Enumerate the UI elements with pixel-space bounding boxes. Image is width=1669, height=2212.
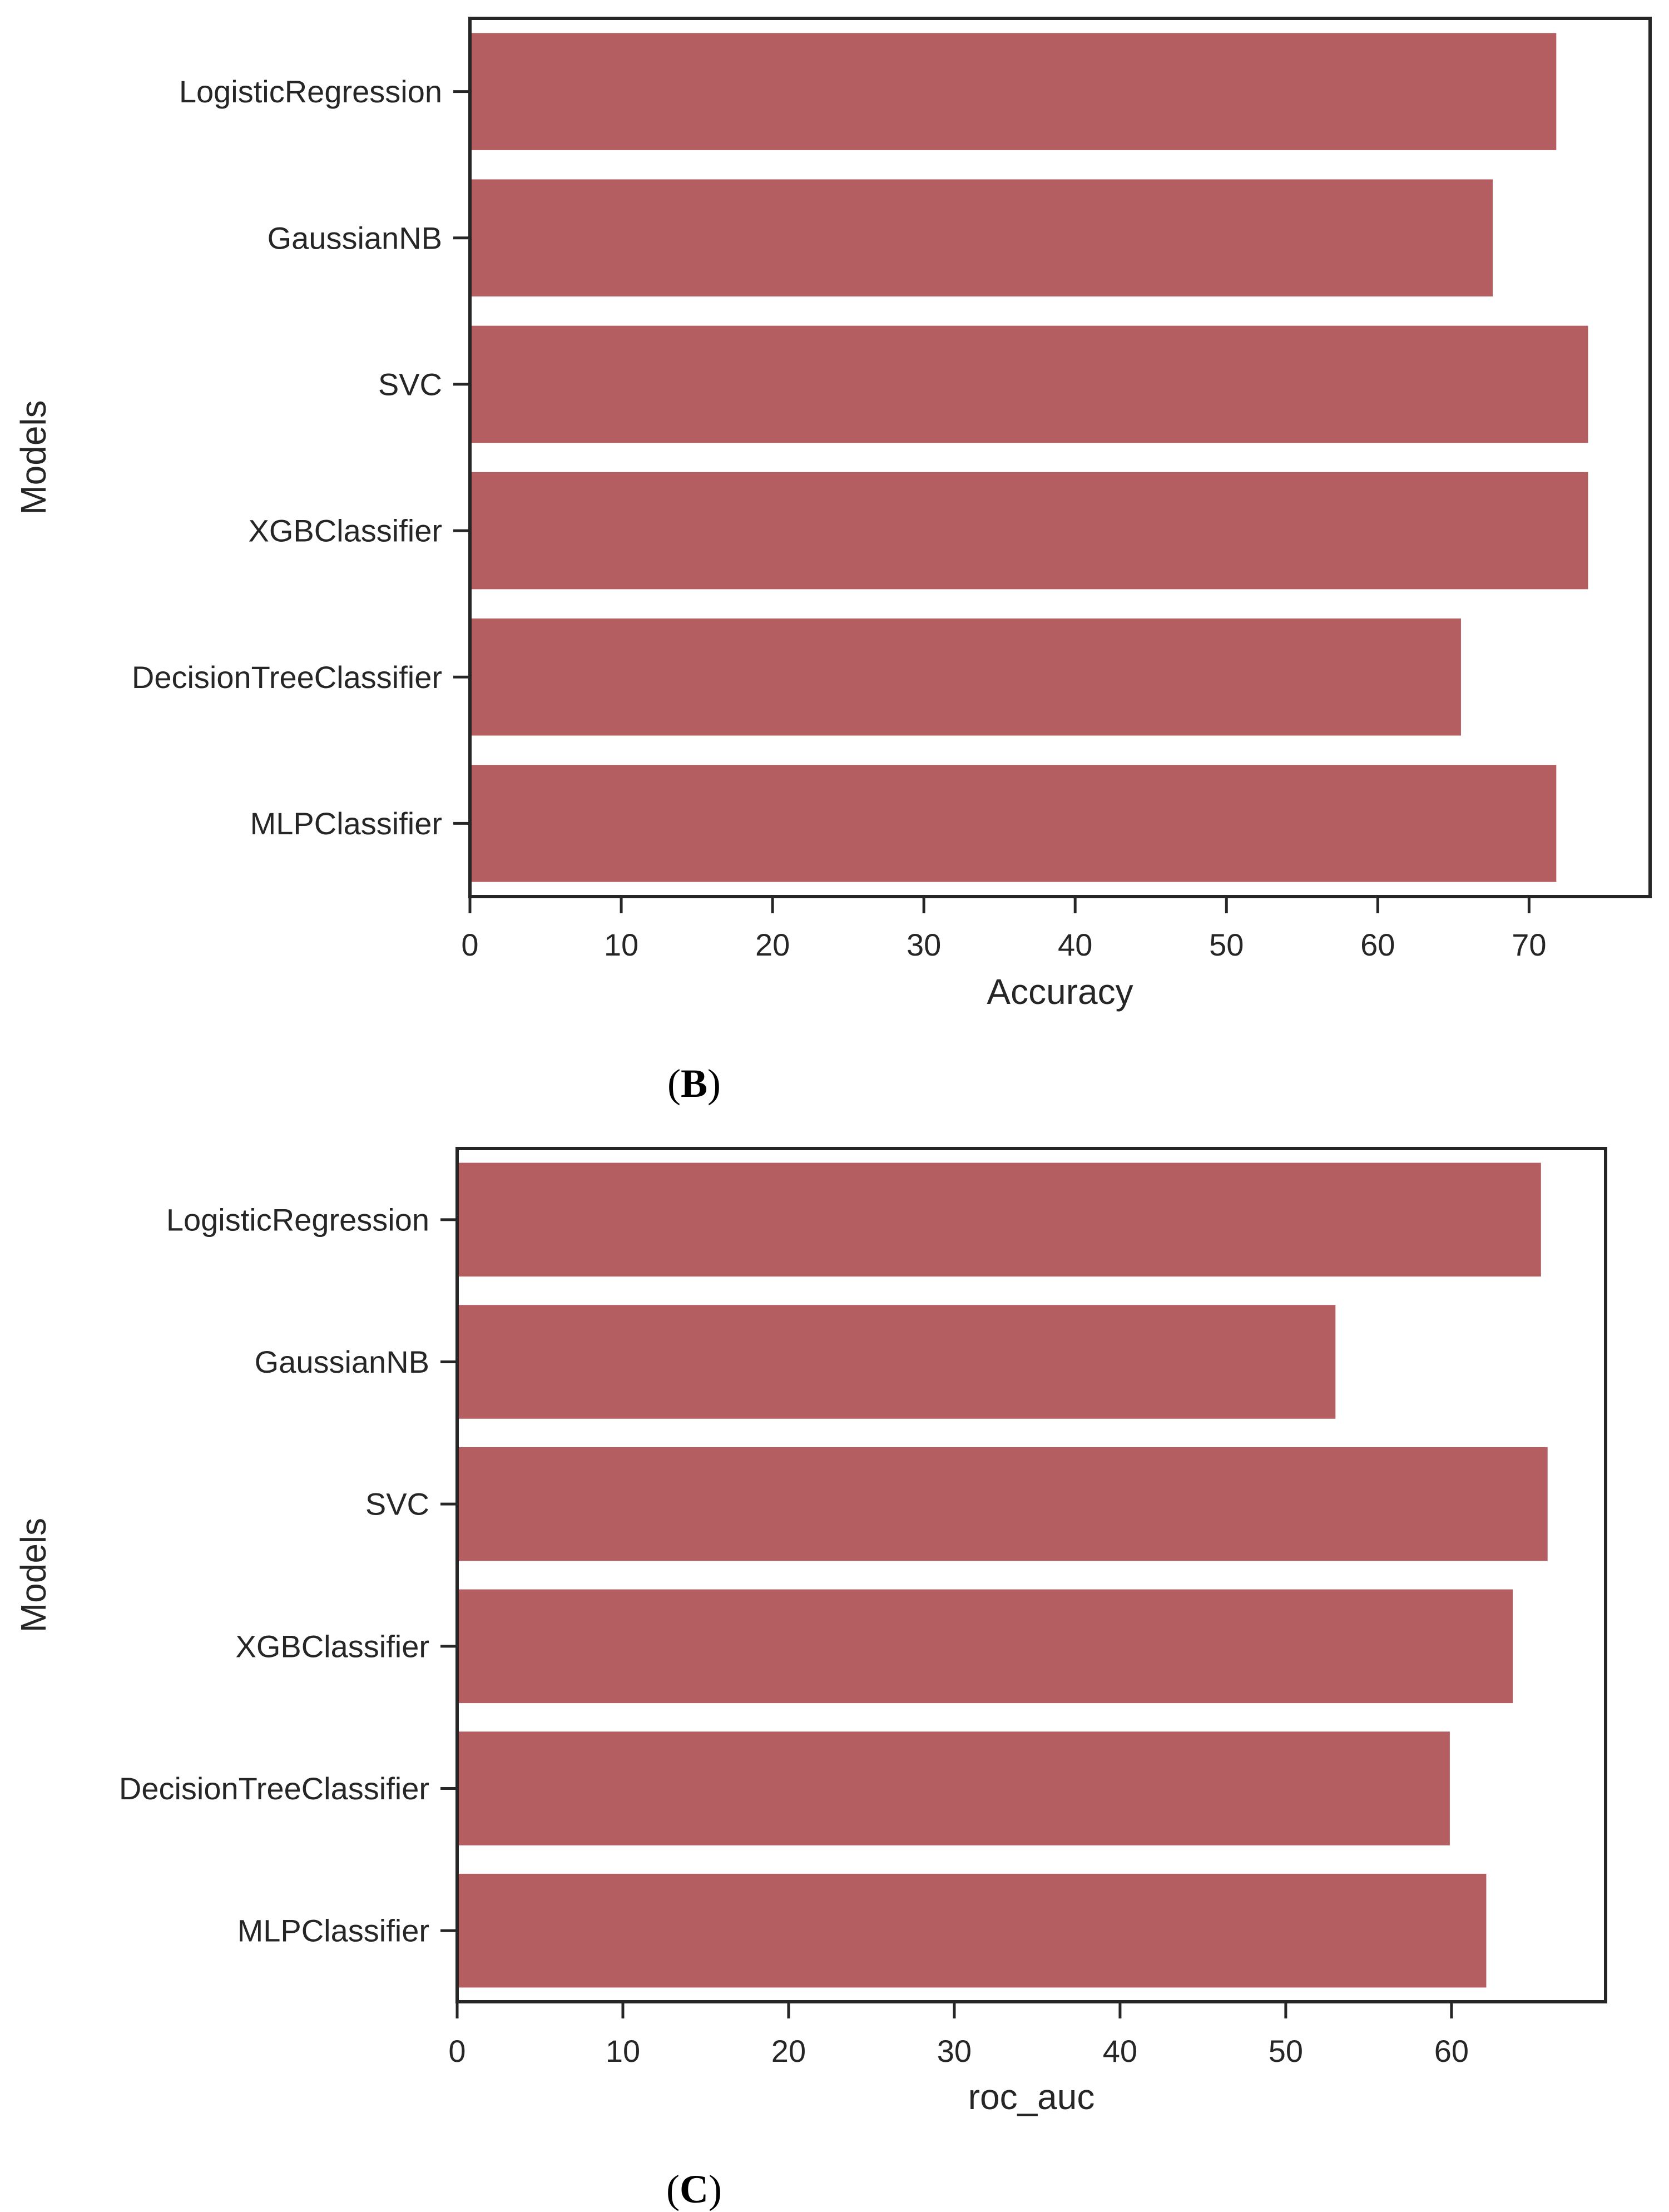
x-tick-label: 50 xyxy=(1209,927,1244,962)
roc-auc-chart: LogisticRegression GaussianNB SVC XGBClassi… xyxy=(13,1147,1607,2211)
bar-xgbclassifier xyxy=(470,472,1588,590)
x-tick-label: 40 xyxy=(1103,2033,1137,2069)
y-tick-label: DecisionTreeClassifier xyxy=(132,660,442,695)
bar-logisticregression xyxy=(470,33,1557,150)
bar-xgbclassifier xyxy=(457,1589,1513,1704)
plot-frame xyxy=(455,1147,1607,2003)
x-axis-label: Accuracy xyxy=(987,972,1133,1012)
plot-frame xyxy=(468,17,1652,898)
y-tick-label: SVC xyxy=(378,367,442,402)
y-tick-label: SVC xyxy=(365,1487,429,1522)
bar-mlpclassifier xyxy=(470,765,1557,882)
caption-letter: B xyxy=(681,1061,707,1106)
bar-decisiontreeclassifier xyxy=(457,1731,1450,1845)
y-tick-label: XGBClassifier xyxy=(248,513,442,548)
bar-svc xyxy=(470,325,1588,443)
caption-letter: C xyxy=(680,2167,709,2211)
caption-close: ) xyxy=(707,1061,721,1106)
x-tick-label: 30 xyxy=(937,2033,972,2069)
y-tick-label: MLPClassifier xyxy=(250,806,442,841)
bar-mlpclassifier xyxy=(457,1873,1487,1988)
x-tick-label: 50 xyxy=(1269,2033,1303,2069)
bar-svc xyxy=(457,1447,1548,1561)
bar-decisiontreeclassifier xyxy=(470,618,1461,736)
accuracy-chart: LogisticRegression GaussianNB SVC XGBClassi… xyxy=(13,17,1652,1106)
x-tick-label: 10 xyxy=(606,2033,640,2069)
x-tick-label: 60 xyxy=(1434,2033,1469,2069)
x-tick-label: 40 xyxy=(1058,927,1092,962)
y-tick-label: XGBClassifier xyxy=(235,1629,429,1664)
y-axis-label: Models xyxy=(13,1518,53,1632)
x-tick-label: 70 xyxy=(1512,927,1546,962)
x-tick-label: 0 xyxy=(448,2033,465,2069)
y-tick-label: LogisticRegression xyxy=(166,1202,429,1237)
panel-caption: (B) xyxy=(667,1061,721,1106)
bar-logisticregression xyxy=(457,1162,1541,1277)
x-tick-label: 0 xyxy=(461,927,478,962)
y-axis-label: Models xyxy=(13,400,53,514)
y-tick-label: GaussianNB xyxy=(255,1344,429,1379)
caption-close: ) xyxy=(709,2167,722,2211)
x-tick-label: 30 xyxy=(907,927,941,962)
x-tick-label: 20 xyxy=(771,2033,806,2069)
x-axis-label: roc_auc xyxy=(968,2077,1095,2117)
caption-open: ( xyxy=(667,1061,681,1106)
x-tick-label: 20 xyxy=(755,927,790,962)
x-tick-label: 60 xyxy=(1360,927,1395,962)
y-tick-label: GaussianNB xyxy=(268,220,442,255)
bar-gaussiannb xyxy=(470,179,1493,297)
y-tick-label: LogisticRegression xyxy=(179,74,442,109)
bar-gaussiannb xyxy=(457,1305,1336,1419)
x-tick-label: 10 xyxy=(604,927,638,962)
panel-caption: (C) xyxy=(666,2167,722,2211)
caption-open: ( xyxy=(666,2167,680,2211)
y-tick-label: DecisionTreeClassifier xyxy=(119,1771,429,1806)
y-tick-label: MLPClassifier xyxy=(237,1913,429,1948)
